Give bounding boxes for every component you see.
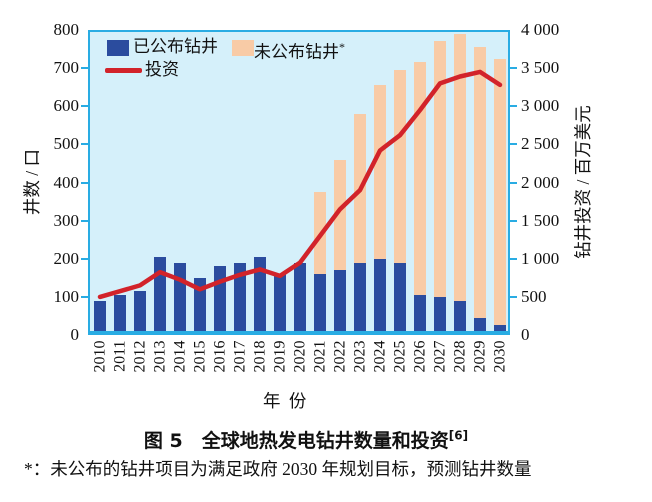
plot-area: 已公布钻井 未公布钻井* 投资 xyxy=(88,30,510,335)
left-axis-tick-300 xyxy=(81,219,88,222)
bar-unannounced-2026 xyxy=(414,62,426,295)
x-axis-label-2015: 2015 xyxy=(191,340,209,373)
legend-label-investment: 投资 xyxy=(145,60,179,79)
investment-line xyxy=(97,69,503,300)
bar-unannounced-2029 xyxy=(474,47,486,318)
bar-announced-2015 xyxy=(194,277,206,335)
caption-reference: [6] xyxy=(448,428,469,443)
left-axis-label-300: 300 xyxy=(53,210,80,230)
x-axis-label-2018: 2018 xyxy=(251,340,269,373)
right-axis-label-3000: 3 000 xyxy=(521,96,560,116)
right-axis-label-1500: 1 500 xyxy=(521,210,560,230)
left-axis-label-400: 400 xyxy=(53,172,80,192)
x-axis-label-2019: 2019 xyxy=(271,340,289,373)
left-axis-label-600: 600 xyxy=(53,96,80,116)
x-axis-label-2011: 2011 xyxy=(111,340,129,372)
x-axis-label-2029: 2029 xyxy=(471,340,489,373)
x-axis-label-2012: 2012 xyxy=(131,340,149,373)
bar-announced-2020 xyxy=(294,262,306,335)
bar-unannounced-2025 xyxy=(394,70,406,263)
left-axis-label-800: 800 xyxy=(53,20,80,39)
right-axis-label-2000: 2 000 xyxy=(521,172,560,192)
left-axis-tick-500 xyxy=(81,143,88,146)
x-axis-label-2025: 2025 xyxy=(391,340,409,373)
x-axis-label-2013: 2013 xyxy=(151,340,169,373)
legend-label-unannounced: 未公布钻井* xyxy=(254,40,345,62)
left-axis-label-100: 100 xyxy=(53,286,80,306)
footnote: *：未公布的钻井项目为满足政府 2030 年规划目标，预测钻井数量 xyxy=(24,459,532,479)
right-axis-tick-500 xyxy=(510,295,517,298)
x-axis-label-2026: 2026 xyxy=(411,340,429,373)
x-axis-label-2017: 2017 xyxy=(231,340,249,373)
right-axis-label-4000: 4 000 xyxy=(521,20,560,39)
bar-unannounced-2024 xyxy=(374,85,386,259)
bar-announced-2030 xyxy=(494,325,506,335)
right-axis-label-500: 500 xyxy=(521,286,547,306)
bar-announced-2011 xyxy=(114,294,126,335)
x-axis-label-2027: 2027 xyxy=(431,340,449,373)
legend-swatch-unannounced xyxy=(232,40,254,56)
bar-unannounced-2027 xyxy=(434,41,446,297)
right-axis-tick-1000 xyxy=(510,257,517,260)
investment-line-svg xyxy=(97,69,503,300)
bar-unannounced-2022 xyxy=(334,159,346,271)
right-axis-tick-3500 xyxy=(510,67,517,70)
x-axis-label-2030: 2030 xyxy=(491,340,509,373)
bar-announced-2023 xyxy=(354,262,366,335)
x-axis-label-2024: 2024 xyxy=(371,340,389,373)
bar-announced-2010 xyxy=(94,300,106,335)
x-axis-label-2016: 2016 xyxy=(211,340,229,373)
bar-announced-2017 xyxy=(234,262,246,335)
bar-unannounced-2030 xyxy=(494,58,506,326)
right-axis-label-3500: 3 500 xyxy=(521,58,560,78)
bar-announced-2029 xyxy=(474,317,486,335)
bar-announced-2026 xyxy=(414,294,426,335)
bar-announced-2027 xyxy=(434,296,446,335)
right-axis-tick-2500 xyxy=(510,143,517,146)
legend-unannounced-footnote-mark: * xyxy=(339,40,345,54)
x-axis-label-2028: 2028 xyxy=(451,340,469,373)
left-axis-tick-100 xyxy=(81,295,88,298)
right-axis-title: 钻井投资 / 百万美元 xyxy=(573,105,593,259)
bar-announced-2025 xyxy=(394,262,406,335)
left-axis-title: 井数 / 口 xyxy=(22,148,42,216)
bar-announced-2022 xyxy=(334,270,346,335)
legend-swatch-announced xyxy=(107,40,129,56)
x-axis-label-2021: 2021 xyxy=(311,340,329,373)
x-axis-label-2020: 2020 xyxy=(291,340,309,373)
bar-announced-2012 xyxy=(134,291,146,335)
x-axis-label-2022: 2022 xyxy=(331,340,349,373)
right-axis-tick-2000 xyxy=(510,181,517,184)
left-axis-tick-200 xyxy=(81,257,88,260)
left-axis-tick-600 xyxy=(81,105,88,108)
caption-text: 图 5 全球地热发电钻井数量和投资 xyxy=(143,430,449,452)
x-axis-label-2014: 2014 xyxy=(171,340,189,373)
x-axis-label-2023: 2023 xyxy=(351,340,369,373)
bar-announced-2021 xyxy=(314,274,326,335)
right-axis-tick-1500 xyxy=(510,219,517,222)
x-axis-label-2010: 2010 xyxy=(91,340,109,373)
right-axis-tick-3000 xyxy=(510,105,517,108)
right-axis-label-2500: 2 500 xyxy=(521,134,560,154)
left-axis-label-0: 0 xyxy=(70,325,80,344)
bar-unannounced-2028 xyxy=(454,33,466,301)
left-axis-tick-700 xyxy=(81,67,88,70)
bar-announced-2018 xyxy=(254,256,266,335)
legend-line-investment xyxy=(105,68,142,73)
legend-label-announced: 已公布钻井 xyxy=(133,37,218,56)
figure-caption: 图 5 全球地热发电钻井数量和投资[6] xyxy=(0,426,632,453)
x-axis-title: 年 份 xyxy=(263,391,309,411)
left-axis-tick-400 xyxy=(81,181,88,184)
left-axis-label-500: 500 xyxy=(53,134,80,154)
right-axis-label-0: 0 xyxy=(521,325,530,344)
right-axis-label-1000: 1 000 xyxy=(521,248,560,268)
left-axis-label-200: 200 xyxy=(53,248,80,268)
bar-announced-2028 xyxy=(454,300,466,335)
bar-announced-2019 xyxy=(274,274,286,335)
bar-announced-2024 xyxy=(374,258,386,335)
left-axis-label-700: 700 xyxy=(53,58,80,78)
